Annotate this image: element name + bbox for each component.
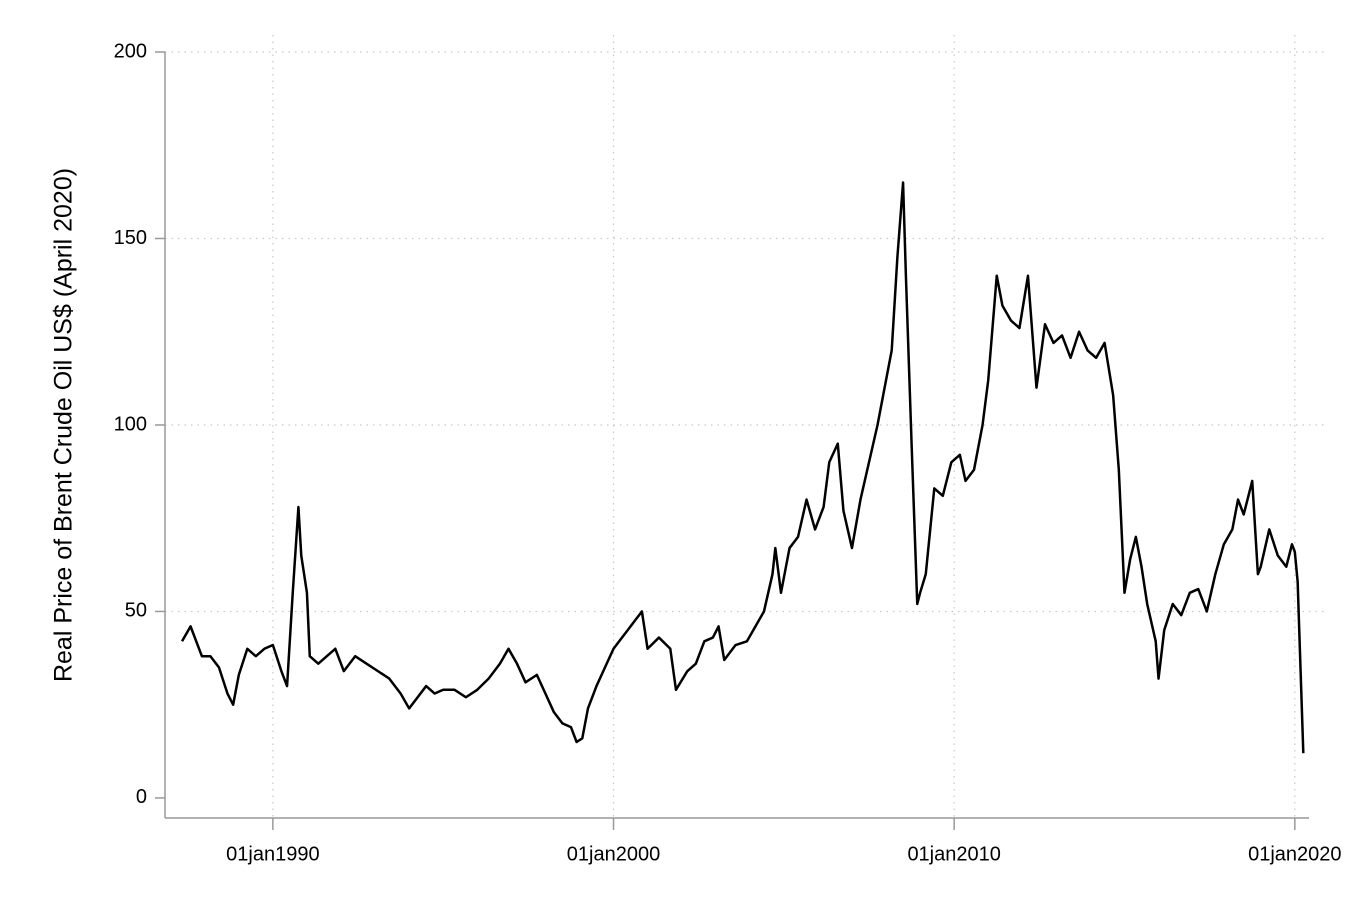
y-tick-label: 200 [114,40,147,62]
x-tick-label: 01jan2000 [567,843,660,865]
y-axis-title: Real Price of Brent Crude Oil US$ (April… [50,168,78,682]
y-tick-label: 100 [114,413,147,435]
y-tick-label: 50 [125,600,147,622]
x-tick-label: 01jan2020 [1248,843,1341,865]
x-tick-label: 01jan1990 [226,843,319,865]
y-tick-label: 150 [114,227,147,249]
price-line [180,181,1305,754]
x-tick-label: 01jan2010 [907,843,1000,865]
y-tick-label: 0 [136,786,147,808]
